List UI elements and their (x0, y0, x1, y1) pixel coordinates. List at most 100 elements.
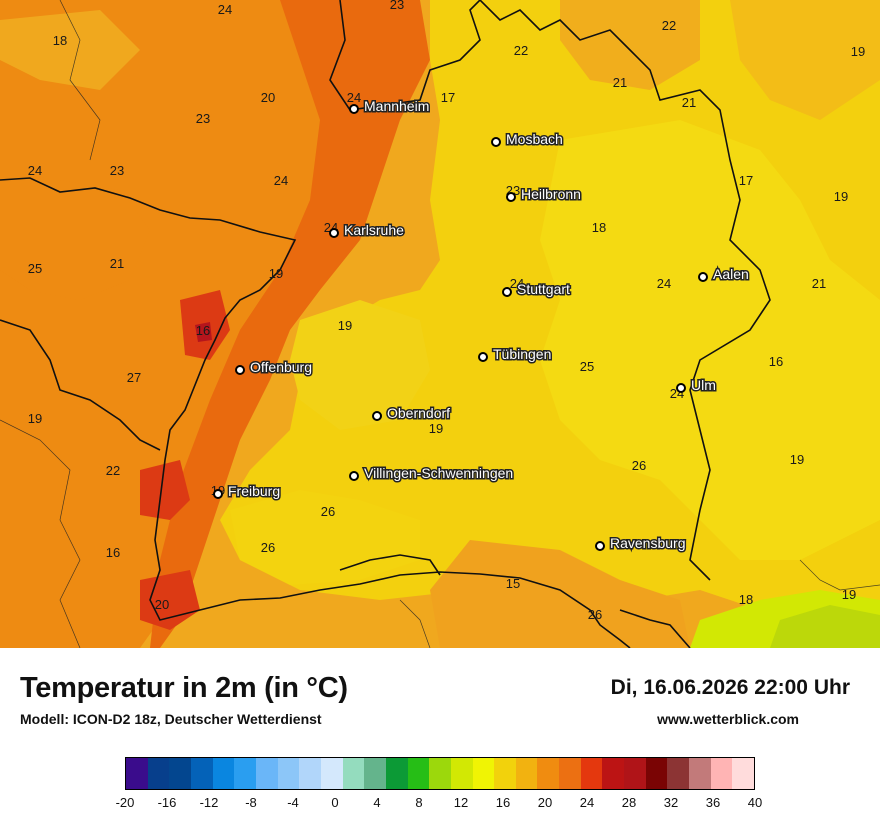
temp-zone-warm-ne (560, 0, 700, 90)
temp-label: 24 (510, 276, 524, 291)
temp-label: 18 (53, 33, 67, 48)
legend-color-swatch (472, 758, 495, 789)
temp-zone-cool-center (540, 120, 880, 560)
temp-label: 19 (790, 452, 804, 467)
temp-label: 24 (657, 276, 671, 291)
temp-label: 24 (347, 90, 361, 105)
legend-color-swatch (515, 758, 538, 789)
legend-color-swatch (732, 758, 755, 789)
temp-zone-warm-ne2 (730, 0, 880, 120)
temp-label: 16 (196, 323, 210, 338)
temp-zone-black-forest (290, 300, 430, 430)
city-label: Oberndorf (387, 405, 450, 421)
legend-color-swatch (190, 758, 213, 789)
city-label: Ulm (691, 377, 716, 393)
legend-color-swatch (624, 758, 646, 789)
city-label: Stuttgart (517, 281, 570, 297)
legend-tick-label: -16 (157, 795, 177, 810)
temp-label: 19 (429, 421, 443, 436)
temp-label: 19 (269, 266, 283, 281)
legend-color-swatch (169, 758, 191, 789)
footer (0, 648, 880, 830)
temp-label: 26 (632, 458, 646, 473)
city-mosbach[interactable]: Mosbach (491, 130, 564, 149)
legend-color-swatch (299, 758, 321, 789)
legend-color-swatch (234, 758, 256, 789)
temp-label: 23 (110, 163, 124, 178)
temp-label: 26 (588, 607, 602, 622)
legend-tick-label: -20 (115, 795, 135, 810)
temp-label: 22 (106, 463, 120, 478)
temp-label: 20 (155, 597, 169, 612)
temp-label: 21 (812, 276, 826, 291)
temp-label: 16 (106, 545, 120, 560)
temp-zone-rhine (150, 0, 430, 648)
city-aalen[interactable]: Aalen (698, 265, 750, 284)
legend-color-swatch (364, 758, 386, 789)
city-markers: Mannheim Mosbach Heilbronn Karlsruhe Aal… (213, 97, 750, 553)
temp-label: 25 (580, 359, 594, 374)
city-karlsruhe[interactable]: Karlsruhe (329, 221, 406, 240)
legend-tick-label: 4 (373, 795, 381, 810)
city-ulm[interactable]: Ulm (676, 376, 717, 395)
color-scale-legend (125, 757, 755, 790)
city-label: Offenburg (250, 359, 312, 375)
city-heilbronn[interactable]: Heilbronn (506, 185, 582, 204)
city-villingen-schwenningen[interactable]: Villingen-Schwenningen (349, 464, 515, 483)
temp-label: 19 (338, 318, 352, 333)
city-label: Heilbronn (521, 186, 581, 202)
city-label: Mosbach (506, 131, 563, 147)
temp-label: 22 (514, 43, 528, 58)
temp-zone-rhine-west (0, 0, 350, 648)
temp-label: 24 (28, 163, 42, 178)
temp-label: 17 (739, 173, 753, 188)
temp-hotspot-2 (140, 460, 190, 520)
city-stuttgart[interactable]: Stuttgart (502, 280, 572, 299)
legend-color-swatch (689, 758, 711, 789)
legend-color-swatch (429, 758, 451, 789)
city-ravensburg[interactable]: Ravensburg (595, 534, 687, 553)
temp-label: 16 (769, 354, 783, 369)
legend-tick-label: 20 (537, 795, 553, 810)
district-borders (0, 0, 880, 648)
legend-color-swatch (147, 758, 170, 789)
legend-color-swatch (645, 758, 668, 789)
legend-color-swatch (667, 758, 690, 789)
temp-label: 15 (506, 576, 520, 591)
legend-tick-label: -12 (199, 795, 219, 810)
temp-label: 25 (28, 261, 42, 276)
legend-color-swatch (277, 758, 300, 789)
city-freiburg[interactable]: Freiburg (213, 482, 282, 501)
temperature-map[interactable]: 24 23 18 22 22 19 20 24 17 21 21 23 23 2… (0, 0, 880, 648)
temp-label: 21 (110, 256, 124, 271)
temp-zone-palatinate (0, 180, 150, 300)
legend-tick-label: 16 (495, 795, 511, 810)
legend-color-swatch (255, 758, 278, 789)
temp-zone-south (230, 490, 420, 585)
city-offenburg[interactable]: Offenburg (235, 358, 314, 377)
city-label: Ravensburg (610, 535, 686, 551)
legend-color-swatch (494, 758, 516, 789)
temp-label: 17 (441, 90, 455, 105)
legend-color-swatch (559, 758, 581, 789)
temp-label: 26 (261, 540, 275, 555)
temp-label: 26 (321, 504, 335, 519)
website-link[interactable]: www.wetterblick.com (657, 711, 799, 727)
city-mannheim[interactable]: Mannheim (349, 97, 431, 116)
temp-label: 19 (834, 189, 848, 204)
city-label: Freiburg (228, 483, 280, 499)
legend-color-swatch (407, 758, 430, 789)
legend-color-swatch (342, 758, 365, 789)
temp-label: 22 (662, 18, 676, 33)
legend-color-swatch (450, 758, 473, 789)
temp-label: 19 (842, 587, 856, 602)
valid-datetime: Di, 16.06.2026 22:00 Uhr (610, 676, 850, 699)
city-label: Mannheim (364, 98, 429, 114)
legend-color-swatch (320, 758, 343, 789)
city-tuebingen[interactable]: Tübingen (478, 345, 553, 364)
temp-label: 18 (739, 592, 753, 607)
city-oberndorf[interactable]: Oberndorf (372, 404, 452, 423)
temp-zone-nw (0, 10, 140, 90)
map-title: Temperatur in 2m (in °C) (20, 672, 348, 704)
legend-tick-labels: -20 -16 -12 -8 -4 0 4 8 12 16 20 24 28 32 36 40 (0, 795, 880, 815)
